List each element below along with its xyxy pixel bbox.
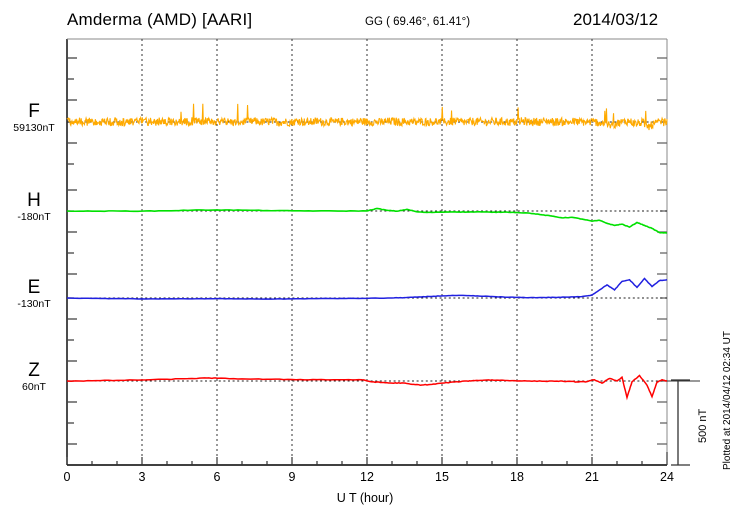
component-value-e: -130nT [17, 298, 51, 310]
x-axis-ticks [66, 452, 668, 465]
trace-h [66, 207, 668, 234]
trace-z [66, 374, 668, 401]
component-label-z: Z 60nT [2, 360, 66, 394]
trace-layer [66, 103, 668, 401]
x-axis-title: U T (hour) [336, 491, 394, 505]
component-letter-h: H [27, 190, 41, 211]
component-value-z: 60nT [22, 381, 46, 393]
component-value-f: 59130nT [13, 122, 55, 134]
scale-bar-label: 500 nT [697, 408, 709, 443]
observation-date: 2014/03/12 [573, 10, 659, 29]
component-label-h: H -180nT [2, 190, 66, 224]
component-value-h: -180nT [17, 211, 51, 223]
trace-e [66, 277, 668, 300]
xtick-15: 15 [435, 470, 449, 484]
xtick-6: 6 [213, 470, 221, 484]
geographic-coordinates: GG ( 69.46°, 61.41°) [365, 16, 471, 28]
plotted-timestamp: Plotted at 2014/04/12 02:34 UT [722, 331, 730, 470]
trace-f [66, 103, 668, 131]
xtick-21: 21 [585, 470, 599, 484]
component-label-e: E -130nT [2, 277, 66, 311]
xtick-3: 3 [138, 470, 146, 484]
component-letter-z: Z [28, 360, 40, 381]
vertical-gridlines [141, 39, 593, 465]
plot-frame [66, 38, 668, 466]
xtick-0: 0 [63, 470, 71, 484]
xtick-9: 9 [288, 470, 296, 484]
xtick-12: 12 [360, 470, 374, 484]
y-axis-ticks [67, 57, 77, 445]
component-label-f: F 59130nT [2, 101, 66, 135]
right-axis-ticks [657, 57, 667, 445]
component-letter-f: F [28, 101, 40, 122]
component-letter-e: E [27, 277, 41, 298]
xtick-24: 24 [660, 470, 674, 484]
scale-bar [671, 379, 690, 466]
xtick-18: 18 [510, 470, 524, 484]
page-title: Amderma (AMD) [AARI] [67, 10, 253, 29]
